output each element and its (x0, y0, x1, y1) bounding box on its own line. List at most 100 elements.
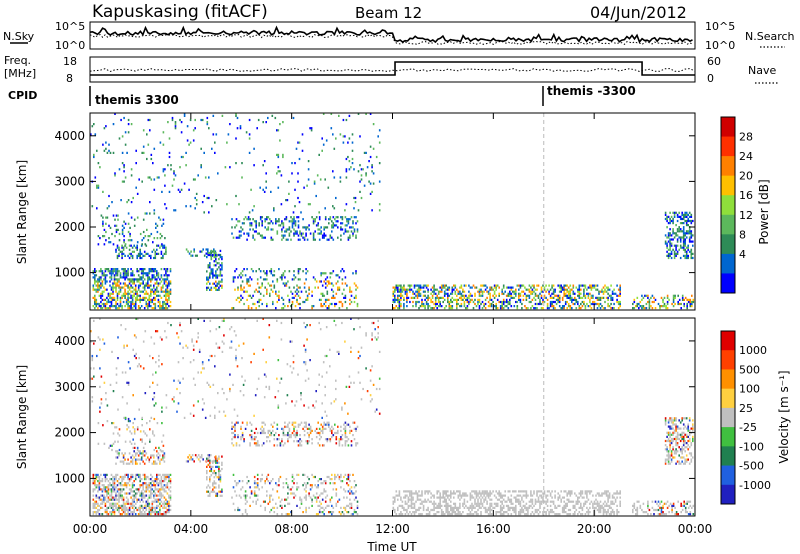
power-cell (110, 296, 113, 299)
velocity-cell (166, 508, 169, 512)
velocity-cell (343, 496, 345, 499)
power-cell (92, 296, 95, 299)
velocity-cell (469, 494, 472, 497)
power-cell (666, 307, 669, 310)
power-cell (580, 307, 582, 310)
power-cell (121, 224, 124, 227)
velocity-cell (320, 502, 322, 505)
power-cell (208, 196, 210, 200)
power-cell (119, 288, 122, 291)
power-cell (267, 226, 270, 229)
velocity-cell (119, 490, 122, 493)
power-cell (215, 288, 217, 291)
velocity-cell (428, 511, 431, 514)
power-cell (122, 270, 125, 273)
power-cell (425, 286, 428, 289)
power-cell (645, 307, 648, 310)
power-cell (131, 282, 134, 285)
power-cell (578, 294, 581, 297)
power-cell (139, 250, 141, 253)
power-cell (103, 127, 106, 130)
power-cell (678, 230, 680, 233)
power-cell (347, 236, 350, 239)
velocity-cell (445, 494, 447, 497)
power-cell (522, 294, 525, 297)
power-cell (471, 298, 473, 301)
power-cell (243, 302, 245, 306)
power-cell (687, 254, 689, 257)
power-cell (409, 288, 411, 291)
power-cell (166, 290, 169, 293)
power-cell (685, 250, 688, 253)
velocity-cell (266, 440, 268, 443)
power-cell (654, 307, 657, 310)
power-cell (338, 276, 341, 279)
power-cell (272, 222, 274, 225)
power-cell (321, 294, 324, 297)
power-cell (303, 186, 305, 189)
power-cell (119, 298, 122, 301)
power-cell (371, 170, 373, 173)
power-cell (672, 298, 675, 301)
power-cell (415, 302, 417, 306)
velocity-cell (469, 492, 472, 495)
power-cell (255, 288, 257, 291)
power-cell (443, 307, 446, 310)
power-cell (437, 298, 440, 301)
velocity-cell (168, 500, 170, 503)
velocity-cell (148, 508, 151, 512)
power-cell (648, 307, 651, 310)
power-cell (112, 151, 115, 154)
power-cell (507, 300, 510, 304)
velocity-cell (113, 488, 116, 491)
power-cell (127, 254, 129, 257)
velocity-cell (169, 504, 172, 507)
power-cell (554, 307, 556, 310)
power-cell (648, 302, 651, 306)
power-cell (401, 294, 404, 297)
power-cell (108, 241, 110, 244)
velocity-cell (215, 474, 217, 477)
power-cell (323, 302, 325, 306)
velocity-cell (293, 496, 295, 499)
velocity-cell (431, 502, 434, 505)
velocity-cell (331, 429, 333, 432)
power-cell (596, 302, 599, 306)
power-cell (337, 274, 339, 277)
power-cell (592, 300, 594, 304)
velocity-cell (306, 475, 309, 479)
velocity-cell (273, 444, 276, 447)
power-cell (240, 234, 242, 237)
power-cell (107, 300, 110, 304)
power-cell (278, 296, 280, 299)
velocity-cell (113, 511, 116, 514)
power-cell (669, 240, 671, 243)
power-cell (665, 307, 667, 310)
power-cell (231, 226, 233, 229)
velocity-cell (241, 434, 244, 437)
power-cell (267, 282, 270, 285)
power-cell (265, 121, 267, 124)
power-cell (256, 282, 259, 285)
velocity-cell (118, 494, 120, 497)
power-cell (166, 270, 169, 273)
power-cell (321, 149, 323, 152)
power-cell (321, 236, 324, 239)
power-cell (282, 222, 285, 225)
velocity-cell (282, 431, 285, 435)
velocity-cell (492, 506, 494, 509)
power-cell (188, 252, 191, 255)
power-cell (341, 292, 344, 295)
power-cell (153, 209, 156, 212)
power-cell (207, 250, 209, 253)
power-cell (192, 139, 195, 142)
power-cell (96, 149, 98, 152)
power-cell (98, 284, 101, 287)
power-cell (459, 292, 461, 295)
velocity-cell (157, 452, 160, 455)
power-cell (499, 307, 502, 310)
power-cell (121, 286, 123, 289)
power-cell (277, 155, 280, 159)
power-cell (150, 278, 152, 281)
power-cell (475, 305, 478, 308)
